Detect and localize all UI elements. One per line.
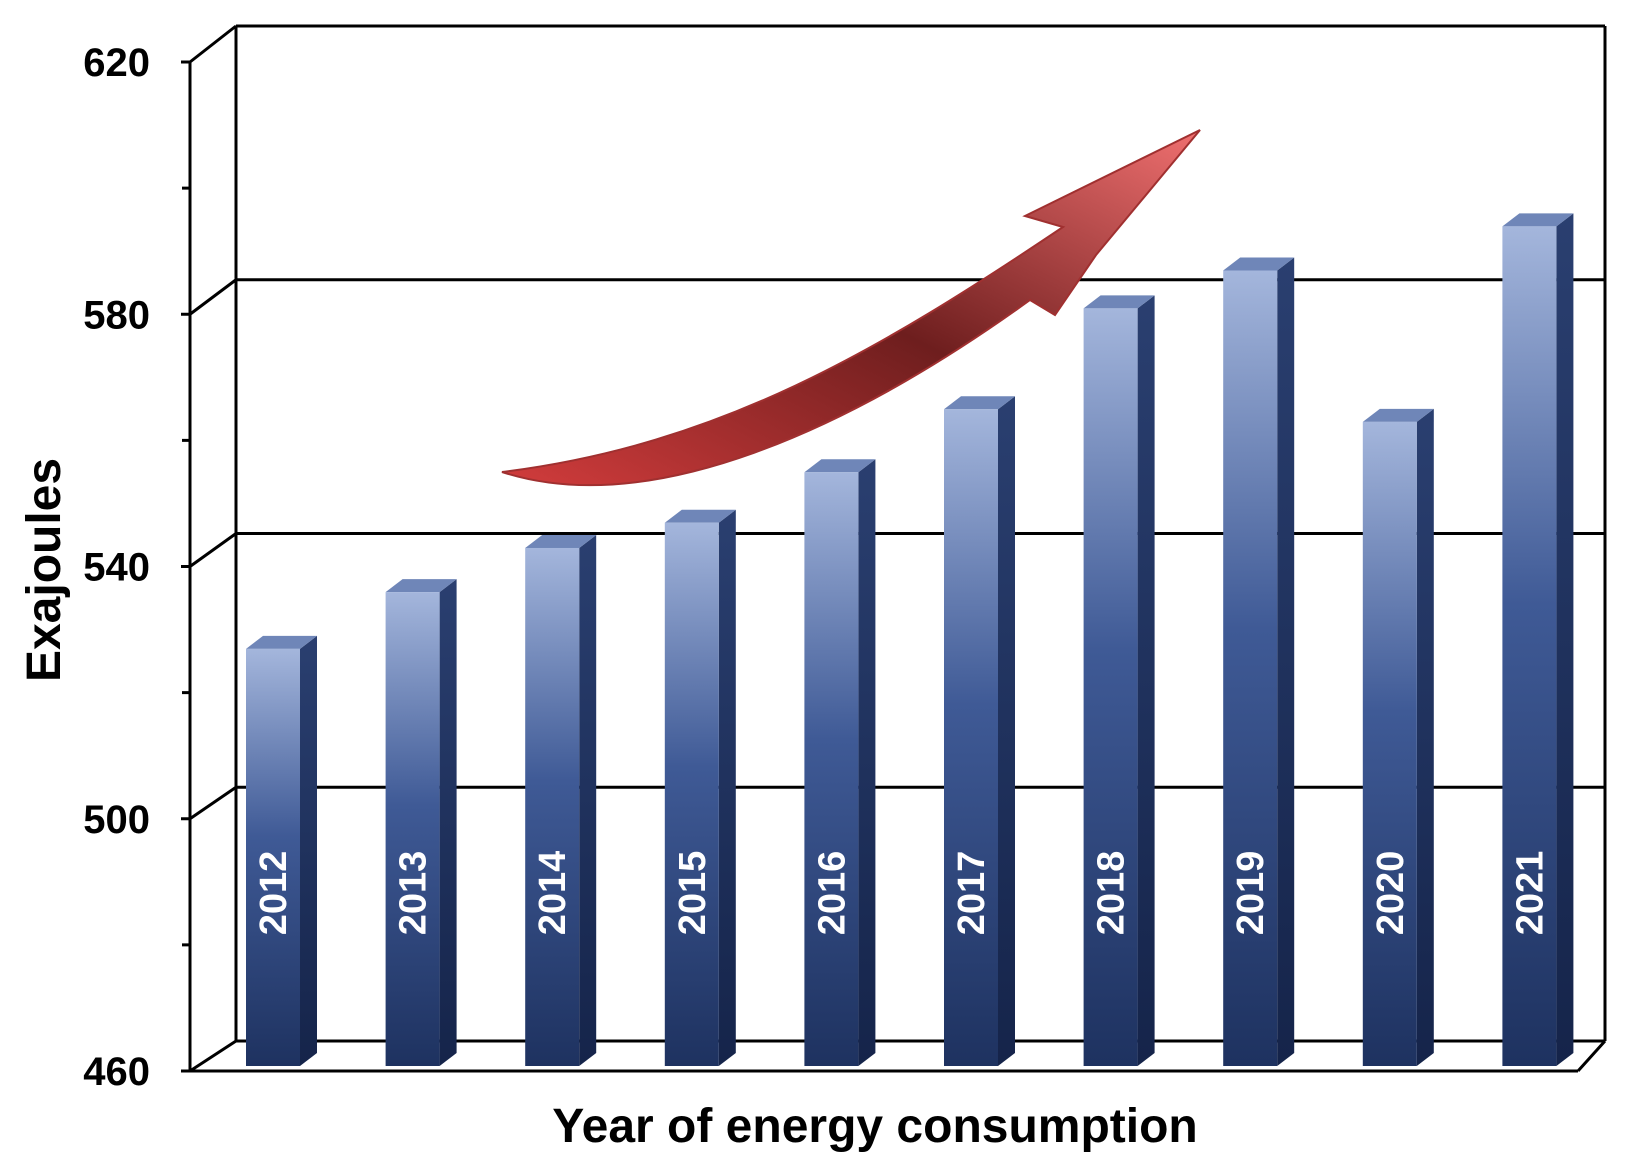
y-tick-label: 460 [83,1050,150,1094]
bar-front [385,592,440,1066]
gridline-side-540 [189,532,237,568]
bar-top [664,509,736,523]
bar-front [804,472,859,1066]
bar-front [944,409,998,1066]
bar-2014: 2014 [525,534,597,1066]
bar-label: 2020 [1370,851,1412,936]
bar-2020: 2020 [1362,408,1434,1066]
bars: 2012 2013 2014 2015 2016 2017 2018 2019 2020 2021 [246,213,1574,1067]
increasing-trend-arrow [501,129,1201,487]
bar-side [439,579,457,1066]
bar-top [385,579,457,593]
floor-left-edge [189,1039,237,1073]
floor-right-edge [1576,1039,1607,1073]
gridline-side-500 [189,786,237,820]
bar-2019: 2019 [1223,257,1295,1066]
y-tick-label: 540 [83,546,150,590]
bar-label: 2017 [951,851,993,936]
bar-front [246,648,300,1066]
bar-front [1223,270,1278,1066]
bar-label: 2014 [532,851,574,936]
bar-top [944,396,1015,410]
bar-front [525,547,580,1066]
bar-side [1416,408,1434,1066]
bar-top [1362,408,1434,422]
y-tick-label: 500 [83,798,150,842]
bar-label: 2013 [393,851,435,936]
bar-side [579,534,597,1066]
bar-front [1502,226,1557,1067]
bar-2012: 2012 [246,635,317,1066]
bar-side [998,396,1015,1066]
y-tick-label: 620 [83,41,150,85]
bar-2016: 2016 [804,459,876,1066]
bar-top [246,635,317,649]
bar-top [525,534,597,548]
bar-label: 2016 [811,851,853,936]
bar-label: 2019 [1230,851,1272,936]
bar-label: 2018 [1091,851,1133,936]
bar-top [1223,257,1295,271]
chart-frame [188,24,1607,1073]
bar-top [1502,213,1574,227]
bar-label: 2012 [253,851,295,936]
bar-top [1083,295,1155,309]
bar-front [1362,421,1417,1066]
bar-top [804,459,876,473]
bar-label: 2015 [672,851,714,936]
bar-2017: 2017 [944,396,1015,1066]
left-wall-top-edge [189,24,237,64]
bar-2018: 2018 [1083,295,1155,1066]
gridline-side-580 [189,278,237,316]
x-axis-title: Year of energy consumption [552,1100,1197,1153]
bar-side [718,509,736,1066]
bar-2021: 2021 [1502,213,1574,1067]
y-tick-label: 580 [83,293,150,337]
y-axis-title: Exajoules [18,458,71,682]
bar-side [1137,295,1155,1066]
bar-2013: 2013 [385,579,457,1066]
bar-2015: 2015 [664,509,736,1066]
bar-label: 2021 [1509,851,1551,936]
bar-front [1083,308,1138,1066]
bar-side [1556,213,1574,1067]
bar-side [300,635,317,1066]
bar-side [1277,257,1295,1066]
bar-side [858,459,876,1066]
bar-front [664,522,719,1066]
y-axis-ticks: 460 500 540 580 620 [83,41,190,1094]
